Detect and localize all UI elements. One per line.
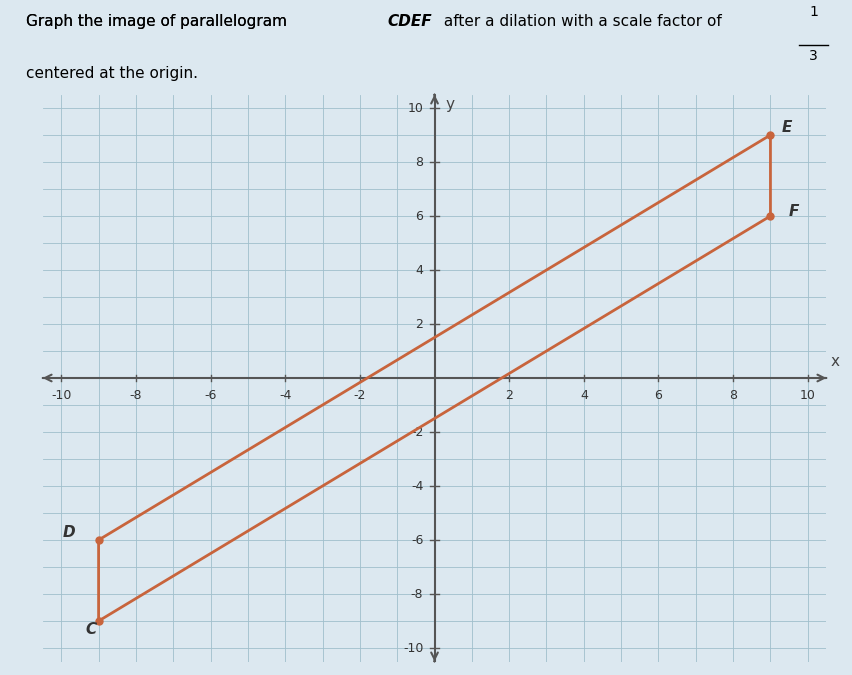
Text: 1: 1 bbox=[809, 5, 818, 19]
Text: -2: -2 bbox=[411, 425, 423, 439]
Text: -8: -8 bbox=[411, 587, 423, 601]
Text: -4: -4 bbox=[411, 479, 423, 493]
Text: 4: 4 bbox=[416, 263, 423, 277]
Text: -8: -8 bbox=[130, 389, 142, 402]
Text: -6: -6 bbox=[411, 533, 423, 547]
Text: 10: 10 bbox=[800, 389, 815, 402]
Text: F: F bbox=[789, 204, 799, 219]
Text: C: C bbox=[85, 622, 97, 637]
Text: Graph the image of parallelogram: Graph the image of parallelogram bbox=[26, 14, 291, 29]
Text: 10: 10 bbox=[407, 101, 423, 115]
Text: -10: -10 bbox=[51, 389, 72, 402]
Text: y: y bbox=[446, 97, 455, 112]
Text: -10: -10 bbox=[403, 641, 423, 655]
Text: 2: 2 bbox=[505, 389, 513, 402]
Text: -4: -4 bbox=[279, 389, 291, 402]
Text: after a dilation with a scale factor of: after a dilation with a scale factor of bbox=[439, 14, 727, 29]
Text: -2: -2 bbox=[354, 389, 366, 402]
Text: x: x bbox=[830, 354, 839, 369]
Text: 6: 6 bbox=[654, 389, 662, 402]
Text: 2: 2 bbox=[416, 317, 423, 331]
Text: -6: -6 bbox=[204, 389, 216, 402]
Text: 8: 8 bbox=[415, 155, 423, 169]
Text: CDEF: CDEF bbox=[388, 14, 432, 29]
Text: 4: 4 bbox=[580, 389, 588, 402]
Text: 6: 6 bbox=[416, 209, 423, 223]
Text: centered at the origin.: centered at the origin. bbox=[26, 66, 198, 81]
Text: 3: 3 bbox=[809, 49, 818, 63]
Text: E: E bbox=[781, 120, 792, 135]
Text: Graph the image of parallelogram: Graph the image of parallelogram bbox=[26, 14, 291, 29]
Text: 8: 8 bbox=[729, 389, 737, 402]
Text: D: D bbox=[62, 525, 75, 540]
